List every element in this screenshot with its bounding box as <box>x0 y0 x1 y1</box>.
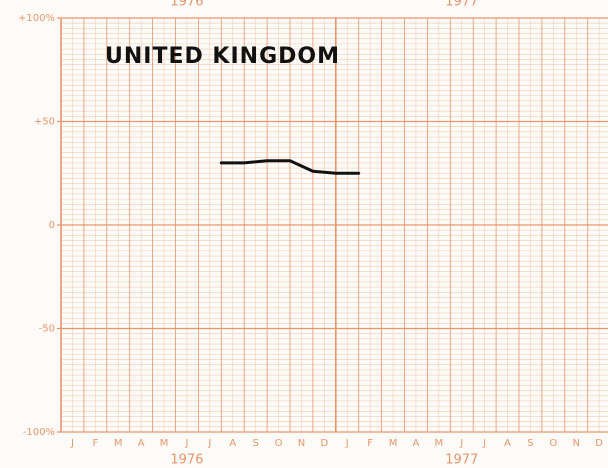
x-tick-label: D <box>320 438 328 449</box>
x-tick-label: S <box>252 438 258 449</box>
x-tick-label: M <box>160 438 169 449</box>
x-tick-label: J <box>70 438 74 449</box>
x-tick-label: N <box>298 438 305 449</box>
x-tick-label: M <box>114 438 123 449</box>
year-label: 1977 <box>445 453 478 468</box>
data-line <box>219 159 361 175</box>
y-tick-label: +50 <box>34 117 55 128</box>
x-tick-label: J <box>184 438 188 449</box>
x-tick-label: A <box>138 438 145 449</box>
y-tick-label: -100% <box>23 427 55 438</box>
x-tick-label: A <box>229 438 236 449</box>
x-tick-label: M <box>435 438 444 449</box>
year-label: 1976 <box>170 453 203 468</box>
x-tick-label: O <box>549 438 557 449</box>
x-tick-label: S <box>527 438 533 449</box>
y-tick-label: 0 <box>49 220 55 231</box>
y-tick-label: -50 <box>39 324 55 335</box>
x-tick-label: J <box>207 438 211 449</box>
x-tick-label: J <box>345 438 349 449</box>
x-tick-label: F <box>92 438 98 449</box>
x-tick-label: J <box>459 438 463 449</box>
year-label-top: 1976 <box>170 0 203 10</box>
year-label-top: 1977 <box>445 0 478 10</box>
x-tick-label: A <box>413 438 420 449</box>
x-tick-label: F <box>367 438 373 449</box>
x-tick-label: A <box>504 438 511 449</box>
x-tick-label: N <box>573 438 580 449</box>
x-tick-label: J <box>482 438 486 449</box>
x-tick-label: D <box>595 438 603 449</box>
x-tick-label: M <box>389 438 398 449</box>
y-tick-label: +100% <box>18 13 55 24</box>
chart-title: UNITED KINGDOM <box>105 44 340 69</box>
x-tick-label: O <box>275 438 283 449</box>
